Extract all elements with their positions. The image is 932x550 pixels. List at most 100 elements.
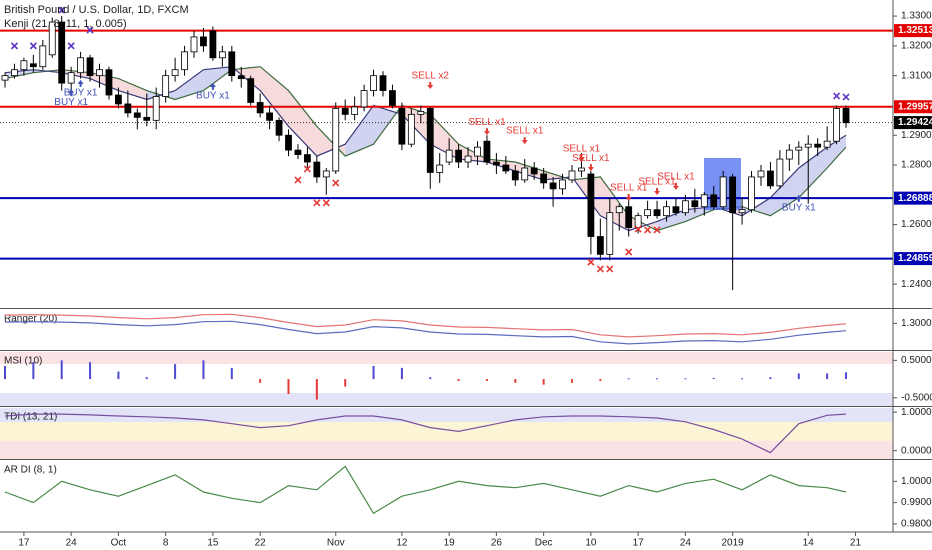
candle-body [67, 72, 75, 84]
candle-body [200, 36, 207, 47]
candle-body [691, 200, 699, 208]
tdi-upper-zone [0, 408, 893, 422]
candle-body [285, 134, 292, 151]
candle-body [379, 75, 387, 91]
x-tick-label: 12 [396, 538, 408, 549]
y-tick-label: 1.0000 [901, 407, 932, 418]
signal-cross [625, 248, 633, 256]
kenji-band [770, 168, 799, 216]
candle-body [152, 96, 160, 121]
histogram-bar [89, 362, 92, 380]
y-tick-label: 1.2400 [901, 279, 932, 290]
candle-body [370, 75, 377, 91]
signal-cross [294, 176, 302, 184]
histogram-bar [570, 379, 573, 383]
candle-body [407, 113, 415, 145]
candle-body [171, 69, 179, 77]
histogram-bar [769, 377, 772, 380]
candle-body [247, 78, 255, 103]
y-tick-label: 1.3200 [901, 41, 932, 52]
candle-body [294, 149, 302, 155]
signal-label: SELL x1 [572, 153, 610, 164]
candle-body [700, 194, 708, 208]
histogram-bar [344, 379, 347, 387]
candle-body [96, 69, 103, 77]
msi-upper-zone [0, 352, 893, 364]
histogram-bar [627, 378, 630, 380]
histogram-bar [4, 365, 7, 380]
x-tick-label: Dec [535, 538, 553, 549]
candle-body [275, 119, 283, 136]
signal-cross [332, 179, 340, 187]
indicator-line [4, 413, 847, 454]
candle-body [587, 173, 595, 237]
x-tick-label: Nov [327, 538, 345, 549]
candle-body [360, 90, 368, 108]
candle-body [218, 51, 226, 59]
candle-body [133, 112, 141, 118]
x-tick-label: 17 [18, 538, 30, 549]
signal-label: SELL x2 [412, 71, 450, 82]
histogram-bar [32, 362, 35, 380]
level-label-box [894, 191, 932, 205]
signal-arrow [209, 82, 216, 90]
signal-cross [10, 42, 19, 50]
candle-body [625, 206, 633, 228]
candle-body [436, 164, 444, 173]
candle-body [181, 51, 188, 71]
histogram-bar [174, 364, 177, 380]
histogram-bar [117, 371, 120, 380]
candle-body [143, 116, 151, 121]
signal-label: BUY x1 [782, 203, 816, 214]
candle-body [785, 149, 793, 160]
candle-body [398, 108, 406, 145]
candle-body [237, 75, 245, 80]
x-tick-label: 15 [207, 538, 219, 549]
candle-body [266, 112, 274, 121]
level-label-box [894, 100, 932, 114]
indicator-line [4, 313, 847, 338]
histogram-bar [287, 379, 290, 395]
level-label: 1.29957 [898, 101, 932, 112]
signal-cross [303, 165, 311, 173]
candle-body [530, 167, 538, 175]
msi-lower-zone [0, 393, 893, 406]
histogram-bar [599, 379, 602, 381]
level-label-box [894, 24, 932, 38]
panel-title: Ranger (20) [4, 314, 57, 325]
candle-body [256, 102, 264, 114]
signal-arrow [587, 164, 594, 172]
histogram-bar [400, 367, 403, 380]
tdi-lower-zone [0, 441, 893, 459]
candle-body [833, 108, 840, 142]
candle-body [455, 149, 462, 163]
x-tick-label: 24 [680, 538, 692, 549]
candle-body [842, 108, 850, 124]
histogram-bar [60, 360, 63, 380]
signal-cross [653, 226, 661, 234]
y-tick-label: 1.0000 [901, 476, 932, 487]
candle-body [795, 146, 803, 151]
level-label-box [894, 252, 932, 266]
indicator-line [4, 465, 847, 515]
signal-cross [644, 226, 652, 234]
candle-body [672, 206, 680, 214]
histogram-bar [485, 379, 488, 381]
candle-body [681, 200, 689, 214]
y-tick-label: 0.9900 [901, 497, 932, 508]
overlay: 1.32513 1.29957 1.26888 1.24859 1.29424 BUY x… [0, 6, 932, 291]
signal-cross [86, 26, 94, 34]
histogram-bar [514, 379, 517, 383]
level-label: 1.24859 [898, 253, 932, 264]
candle-body [521, 167, 529, 181]
signal-label: BUY x1 [64, 88, 98, 99]
signal-cross [58, 6, 66, 14]
signal-arrow [521, 137, 528, 145]
candle-body [303, 154, 311, 163]
signal-label: SELL x1 [468, 117, 506, 128]
kenji-band [175, 69, 204, 100]
histogram-bar [372, 365, 375, 380]
kenji-band [827, 135, 846, 168]
x-tick-label: Oct [111, 538, 127, 549]
x-tick-label: 14 [803, 538, 815, 549]
